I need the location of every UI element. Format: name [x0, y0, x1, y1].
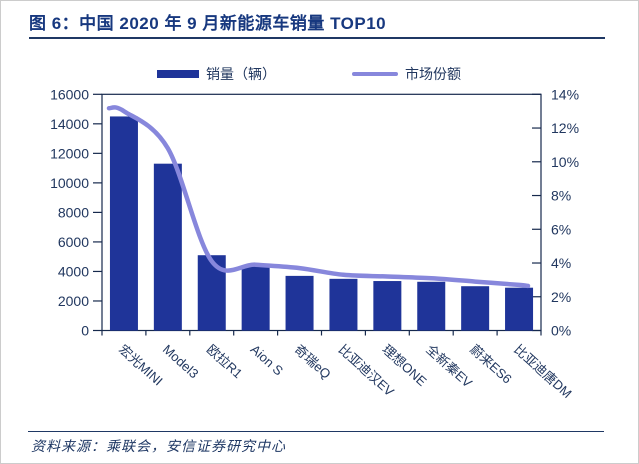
right-axis-label: 8%	[551, 188, 571, 204]
sales-bar-Aion S	[241, 265, 270, 331]
left-axis-label: 10000	[50, 175, 89, 191]
right-axis-label: 2%	[551, 289, 571, 305]
right-axis-label: 4%	[551, 255, 571, 271]
category-label-欧拉R1: 欧拉R1	[204, 342, 246, 382]
bar-swatch-icon	[157, 70, 199, 78]
legend-item-share: 市场份额	[352, 64, 461, 84]
category-label-宏光MINI: 宏光MINI	[116, 342, 166, 389]
sales-bar-欧拉R1	[197, 255, 226, 331]
sales-bar-宏光MINI	[109, 116, 138, 331]
legend-item-sales: 销量（辆）	[157, 64, 276, 84]
category-label-Model3: Model3	[160, 342, 202, 382]
sales-bar-比亚迪汉EV	[329, 278, 358, 331]
sales-bar-全新秦EV	[417, 281, 446, 331]
sales-bar-比亚迪唐DM	[505, 287, 534, 331]
right-axis-label: 14%	[551, 86, 579, 102]
right-axis-label: 0%	[551, 323, 571, 339]
left-axis-label: 2000	[58, 293, 89, 309]
category-label-全新秦EV: 全新秦EV	[423, 342, 475, 391]
legend-sales-label: 销量（辆）	[206, 66, 276, 82]
left-axis-label: 4000	[58, 263, 89, 279]
right-axis-label: 6%	[551, 221, 571, 237]
sales-bar-蔚来ES6	[461, 286, 490, 331]
figure-title: 图 6：中国 2020 年 9 月新能源车销量 TOP10	[29, 14, 387, 33]
legend-share-label: 市场份额	[405, 66, 461, 82]
source-divider	[28, 431, 604, 432]
left-axis-label: 14000	[50, 116, 89, 132]
right-axis-label: 10%	[551, 154, 579, 170]
left-axis-label: 16000	[50, 86, 89, 102]
left-axis-label: 12000	[50, 145, 89, 161]
category-label-比亚迪唐DM: 比亚迪唐DM	[511, 342, 575, 401]
sales-share-combo-chart: 0 2000 4000 6000 8000 10000 12000 14000 16000 0% 2…	[50, 86, 579, 401]
left-axis-label: 6000	[58, 234, 89, 250]
line-swatch-icon	[352, 72, 398, 76]
title-divider	[29, 37, 605, 39]
category-label-奇瑞eQ: 奇瑞eQ	[292, 342, 334, 382]
sales-bar-Model3	[153, 163, 182, 331]
data-source-note: 资料来源：乘联会，安信证券研究中心	[31, 440, 286, 455]
right-axis-label: 12%	[551, 120, 579, 136]
sales-bar-理想ONE	[373, 281, 402, 331]
sales-bar-奇瑞eQ	[285, 275, 314, 331]
left-axis-label: 8000	[58, 204, 89, 220]
left-axis-label: 0	[81, 323, 89, 339]
market-share-line	[106, 105, 531, 289]
category-label-Aion S: Aion S	[248, 342, 287, 379]
